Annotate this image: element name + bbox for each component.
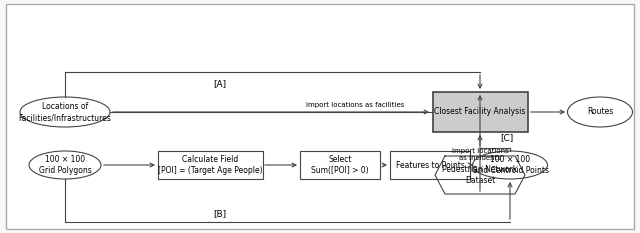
Ellipse shape — [20, 97, 110, 127]
Text: 100 × 100
Grid Centroid Points: 100 × 100 Grid Centroid Points — [472, 155, 548, 175]
FancyBboxPatch shape — [300, 151, 380, 179]
Text: Routes: Routes — [587, 107, 613, 116]
Text: Calculate Field
[POI] = (Target Age People): Calculate Field [POI] = (Target Age Peop… — [157, 155, 262, 175]
Text: [A]: [A] — [213, 79, 227, 89]
Text: [C]: [C] — [500, 134, 513, 143]
Text: Features to Points: Features to Points — [396, 161, 465, 169]
Text: Locations of
Facilities/Infrastructures: Locations of Facilities/Infrastructures — [19, 102, 111, 122]
Text: Closest Facility Analysis: Closest Facility Analysis — [435, 107, 525, 116]
FancyBboxPatch shape — [390, 151, 470, 179]
Text: [B]: [B] — [213, 209, 227, 219]
Text: 100 × 100
Grid Polygons: 100 × 100 Grid Polygons — [38, 155, 92, 175]
Ellipse shape — [29, 151, 101, 179]
Text: Import locations as facilities: Import locations as facilities — [306, 102, 404, 108]
Text: Pedestrian Network
Dataset: Pedestrian Network Dataset — [442, 165, 518, 185]
FancyBboxPatch shape — [157, 151, 262, 179]
FancyBboxPatch shape — [6, 4, 634, 229]
FancyBboxPatch shape — [433, 92, 527, 132]
Polygon shape — [435, 156, 525, 194]
Ellipse shape — [568, 97, 632, 127]
Ellipse shape — [472, 151, 547, 179]
Text: Import locations
as incidents: Import locations as incidents — [452, 148, 508, 161]
Text: Select
Sum([POI] > 0): Select Sum([POI] > 0) — [311, 155, 369, 175]
